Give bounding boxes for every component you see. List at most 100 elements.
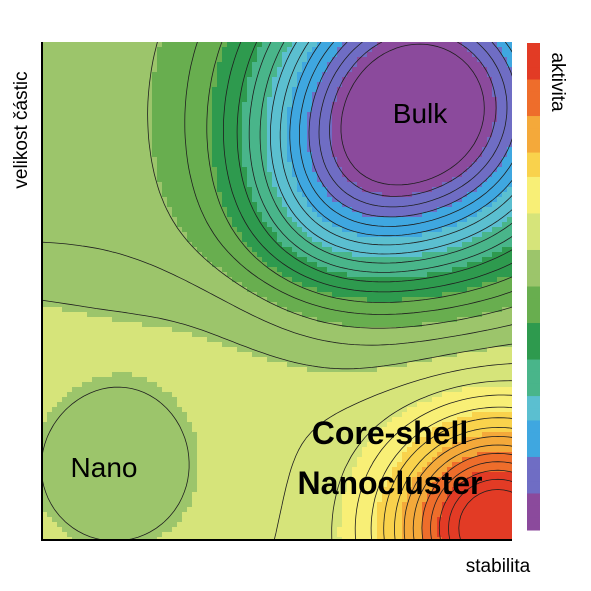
heat-cell xyxy=(217,237,223,243)
heat-cell xyxy=(172,192,178,198)
heat-cell xyxy=(407,252,413,258)
heat-cell xyxy=(337,147,343,153)
heat-cell xyxy=(197,187,203,193)
heat-cell xyxy=(387,217,393,223)
heat-cell xyxy=(432,272,438,278)
heat-cell xyxy=(347,62,353,68)
heat-cell xyxy=(217,152,223,158)
heat-cell xyxy=(167,122,173,128)
heat-cell xyxy=(252,122,258,128)
heat-cell xyxy=(502,52,508,58)
heat-cell xyxy=(362,172,368,178)
heat-cell xyxy=(367,162,373,168)
heat-cell xyxy=(62,77,68,83)
heat-cell xyxy=(62,282,68,288)
heat-cell xyxy=(172,137,178,143)
heat-cell xyxy=(122,187,128,193)
heat-cell xyxy=(92,97,98,103)
heat-cell xyxy=(407,227,413,233)
heat-cell xyxy=(97,107,103,113)
heat-cell xyxy=(312,57,318,63)
heat-cell xyxy=(262,237,268,243)
heat-cell xyxy=(492,187,498,193)
heat-cell xyxy=(462,167,468,173)
heat-cell xyxy=(392,127,398,133)
heat-cell xyxy=(202,302,208,308)
heat-cell xyxy=(377,212,383,218)
heat-cell xyxy=(462,47,468,53)
heat-cell xyxy=(242,132,248,138)
heat-cell xyxy=(377,97,383,103)
heat-cell xyxy=(107,302,113,308)
heat-cell xyxy=(137,97,143,103)
heat-cell xyxy=(217,167,223,173)
heat-cell xyxy=(322,267,328,273)
heat-cell xyxy=(222,142,228,148)
heat-cell xyxy=(427,252,433,258)
heat-cell xyxy=(247,67,253,73)
heat-cell xyxy=(237,152,243,158)
heat-cell xyxy=(232,182,238,188)
heat-cell xyxy=(152,62,158,68)
heat-cell xyxy=(42,202,48,208)
heat-cell xyxy=(197,227,203,233)
heat-cell xyxy=(217,77,223,83)
heat-cell xyxy=(77,62,83,68)
heat-cell xyxy=(292,127,298,133)
heat-cell xyxy=(457,97,463,103)
heat-cell xyxy=(447,157,453,163)
heat-cell xyxy=(322,212,328,218)
heat-cell xyxy=(237,57,243,63)
heat-cell xyxy=(382,167,388,173)
heat-cell xyxy=(432,302,438,308)
heat-cell xyxy=(82,137,88,143)
heat-cell xyxy=(412,82,418,88)
heat-cell xyxy=(67,47,73,53)
heat-cell xyxy=(402,162,408,168)
heat-cell xyxy=(482,157,488,163)
heat-cell xyxy=(312,142,318,148)
heat-cell xyxy=(192,272,198,278)
heat-cell xyxy=(347,272,353,278)
heat-cell xyxy=(372,297,378,303)
heat-cell xyxy=(232,262,238,268)
heat-cell xyxy=(437,107,443,113)
heat-cell xyxy=(92,237,98,243)
heat-cell xyxy=(407,127,413,133)
heat-cell xyxy=(217,72,223,78)
heat-cell xyxy=(257,52,263,58)
heat-cell xyxy=(457,187,463,193)
heat-cell xyxy=(242,187,248,193)
heat-cell xyxy=(207,92,213,98)
heat-cell xyxy=(287,167,293,173)
heat-cell xyxy=(417,207,423,213)
heat-cell xyxy=(472,192,478,198)
heat-cell xyxy=(117,132,123,138)
heat-cell xyxy=(97,132,103,138)
heat-cell xyxy=(152,142,158,148)
heat-cell xyxy=(422,72,428,78)
heat-cell xyxy=(267,142,273,148)
heat-cell xyxy=(402,42,408,48)
heat-cell xyxy=(252,102,258,108)
heat-cell xyxy=(352,107,358,113)
heat-cell xyxy=(212,292,218,298)
heat-cell xyxy=(497,212,503,218)
heat-cell xyxy=(97,162,103,168)
heat-cell xyxy=(377,87,383,93)
heat-cell xyxy=(362,227,368,233)
heat-cell xyxy=(427,247,433,253)
heat-cell xyxy=(172,122,178,128)
heat-cell xyxy=(417,142,423,148)
heat-cell xyxy=(407,207,413,213)
heat-cell xyxy=(492,262,498,268)
heat-cell xyxy=(407,77,413,83)
heat-cell xyxy=(157,47,163,53)
heat-cell xyxy=(242,82,248,88)
heat-cell xyxy=(342,237,348,243)
heat-cell xyxy=(187,102,193,108)
heat-cell xyxy=(507,177,512,183)
heat-cell xyxy=(92,102,98,108)
heat-cell xyxy=(42,132,48,138)
heat-cell xyxy=(437,207,443,213)
